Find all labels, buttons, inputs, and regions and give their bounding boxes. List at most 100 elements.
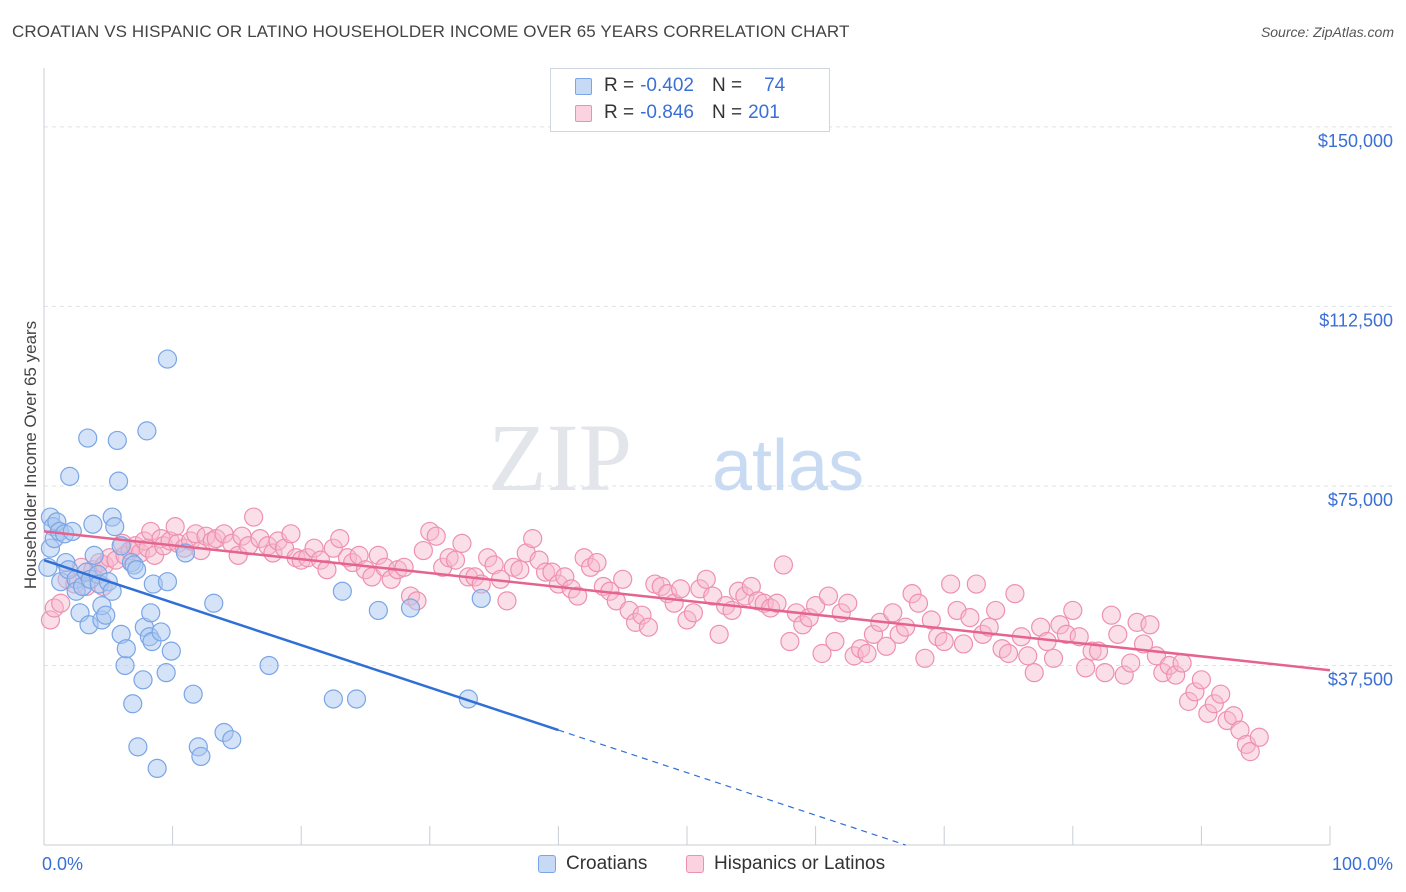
hispanics-point (1191, 670, 1212, 690)
croatians-point (133, 670, 153, 690)
series-legend: Croatians Hispanics or Latinos (0, 853, 1406, 877)
trend-lines (43, 530, 1331, 846)
croatians-point (128, 737, 148, 757)
hispanics-point (1121, 653, 1141, 673)
hispanics-point (934, 631, 954, 652)
y-axis-label: Householder Income Over 65 years (21, 321, 40, 589)
hispanics-point (1172, 653, 1192, 673)
hispanics-point (683, 603, 704, 623)
hispanics-point (741, 576, 761, 597)
y-tick-label: $112,500 (1319, 310, 1393, 330)
croatians-point (60, 466, 80, 486)
n-value: 201 (748, 102, 780, 123)
n-label: N = (711, 75, 743, 96)
hispanics-point (323, 538, 343, 558)
hispanics-point (889, 624, 909, 644)
hispanics-point (1249, 727, 1269, 747)
hispanics-point (1198, 703, 1218, 723)
hispanics-point (1223, 706, 1244, 726)
croatians-point (183, 684, 203, 704)
hispanics-point (523, 528, 543, 549)
hispanics-points (40, 507, 1269, 762)
hispanics-point (1178, 691, 1199, 711)
hispanics-point (497, 591, 517, 611)
hispanics-point (793, 615, 813, 635)
hispanics-point (1230, 720, 1250, 740)
hispanics-point (1204, 694, 1224, 714)
source-credit: Source: ZipAtlas.com (1260, 24, 1394, 40)
hispanics-point (703, 586, 723, 606)
croatians-point (108, 471, 129, 491)
hispanics-point (304, 538, 324, 558)
hispanics-point (40, 610, 61, 630)
hispanics-point (141, 521, 161, 542)
legend-item-croatians[interactable]: Croatians (538, 853, 647, 875)
hispanics-point (735, 586, 755, 606)
croatians-point (137, 421, 157, 441)
croatians-legend-swatch (538, 855, 556, 873)
croatians-point (161, 641, 181, 661)
legend-item-hispanics[interactable]: Hispanics or Latinos (686, 853, 885, 875)
hispanics-point (902, 584, 922, 604)
hispanics-point (941, 574, 961, 594)
watermark-zip: ZIP (488, 404, 632, 511)
croatians-swatch (575, 77, 592, 95)
hispanics-point (51, 593, 71, 613)
croatians-point (156, 663, 176, 683)
croatians-point (105, 517, 125, 537)
croatians-point (157, 572, 178, 592)
hispanics-point (1031, 617, 1051, 637)
hispanics-point (606, 591, 626, 611)
y-tick-label: $37,500 (1328, 669, 1393, 689)
hispanics-point (696, 569, 716, 589)
hispanics-point (426, 526, 446, 546)
n-value: 74 (764, 75, 786, 96)
hispanics-point (1069, 627, 1089, 647)
croatians-point (368, 600, 388, 621)
hispanics-point (915, 648, 935, 668)
x-tick-label: 0.0% (42, 854, 83, 874)
watermark-atlas: atlas (712, 426, 864, 506)
n-label: N = (711, 102, 743, 123)
hispanics-point (632, 605, 652, 625)
hispanics-point (529, 550, 549, 570)
hispanics-point (413, 540, 433, 561)
croatians-point (83, 514, 103, 534)
hispanics-point (1043, 648, 1064, 668)
hispanics-point (568, 586, 588, 606)
r-label: R = (604, 75, 635, 96)
hispanics-point (960, 607, 980, 628)
y-tick-label: $150,000 (1318, 131, 1393, 151)
hispanics-swatch (575, 104, 592, 122)
croatians-point (157, 349, 178, 369)
hispanics-point (979, 617, 999, 637)
legend-row-croatians: R = -0.402 N = 74 (575, 74, 785, 98)
legend-row-hispanics: R = -0.846 N = 201 (575, 101, 780, 125)
hispanics-point (244, 507, 264, 527)
hispanics-point (677, 610, 697, 630)
hispanics-point (1063, 600, 1083, 621)
croatians-point (141, 603, 161, 623)
hispanics-point (876, 636, 896, 656)
hispanics-point (368, 545, 388, 565)
hispanics-point (767, 593, 787, 613)
hispanics-point (1076, 658, 1096, 678)
hispanics-legend-swatch (686, 855, 704, 873)
hispanics-point (478, 548, 498, 568)
hispanics-point (1082, 641, 1102, 661)
r-value: -0.402 (640, 75, 694, 96)
hispanics-point (825, 631, 845, 652)
croatians-point (175, 543, 196, 563)
hispanics-point (908, 593, 929, 613)
hispanics-point (638, 617, 659, 637)
croatians-point (96, 605, 116, 625)
hispanics-point (1240, 742, 1260, 762)
hispanics-legend-label: Hispanics or Latinos (714, 853, 886, 874)
hispanics-point (883, 603, 903, 623)
croatians-point (323, 689, 343, 709)
hispanics-point (1095, 663, 1115, 683)
hispanics-point (587, 552, 607, 573)
correlation-legend: R = -0.402 N = 74 R = -0.846 N = 201 (550, 68, 830, 132)
hispanics-point (1211, 684, 1231, 704)
